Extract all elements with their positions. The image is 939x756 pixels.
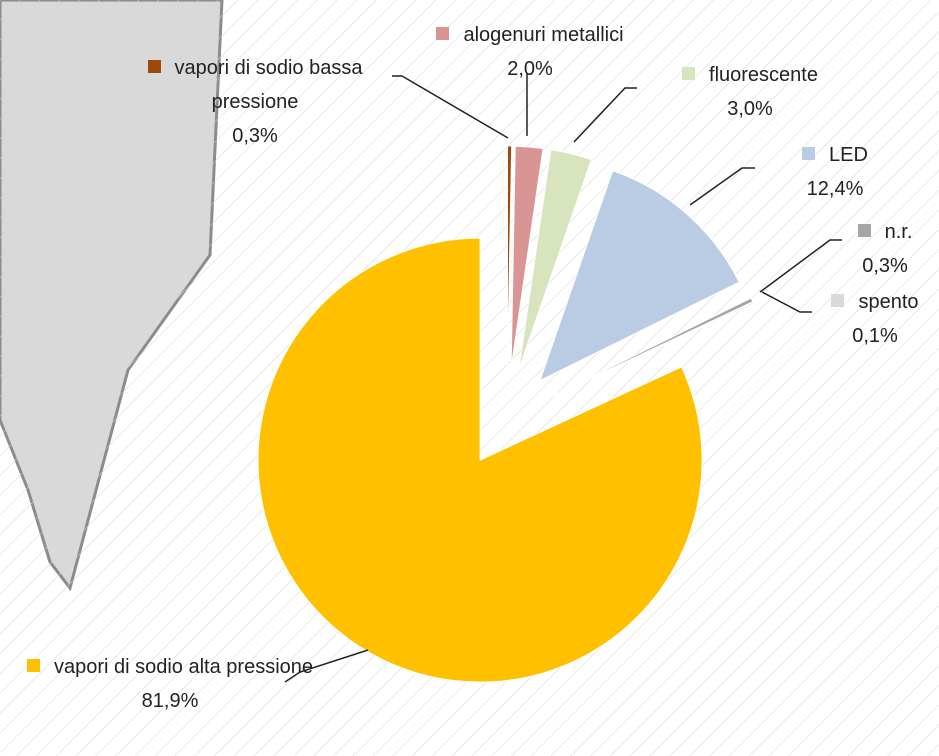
value-label: 0,1% [852,325,898,347]
pie [257,145,755,683]
label-name-row: alogenuri metallici [405,18,655,52]
slice-label: n.r. 0,3% [835,215,935,283]
pie-slice [539,170,740,382]
pie-slice [506,145,513,369]
slice-label: vapori di sodio alta pressione 81,9% [20,650,320,718]
value-label: 0,3% [232,125,278,147]
label-name-row: fluorescente [645,58,855,92]
category-name: LED [829,144,868,166]
value-label: 81,9% [141,690,199,712]
legend-swatch [436,27,450,40]
slice-label: fluorescente 3,0% [645,58,855,126]
slice-label: LED 12,4% [765,138,905,206]
value-label: 0,3% [862,255,908,277]
label-name-row: vapori di sodio alta pressione [20,650,320,684]
pie-slice [518,149,593,370]
legend-swatch [857,224,871,237]
label-name-row: spento [815,285,935,319]
category-name: fluorescente [709,64,818,86]
value-label: 12,4% [806,178,864,200]
label-name-row: LED [765,138,905,172]
category-name: n.r. [884,221,913,243]
label-name-row: vapori di sodio bassa pressione [110,51,400,119]
category-name: spento [858,291,919,313]
category-name: vapori di sodio bassa pressione [174,57,363,113]
pie-slice [510,145,544,369]
leader-lines [284,74,842,683]
category-name: vapori di sodio alta pressione [53,656,314,678]
legend-swatch [831,294,845,307]
label-name-row: n.r. [835,215,935,249]
legend-swatch [682,67,696,80]
legend-swatch [26,659,40,672]
value-label: 3,0% [727,98,773,120]
category-name: alogenuri metallici [463,24,624,46]
slice-label: vapori di sodio bassa pressione 0,3% [110,51,400,153]
pie-slice [551,297,754,397]
value-label: 2,0% [507,58,553,80]
slice-label: alogenuri metallici 2,0% [405,18,655,86]
legend-swatch [802,147,816,160]
pie-slice [552,301,755,398]
pie-slice [257,237,703,683]
legend-swatch [147,60,161,73]
slice-label: spento 0,1% [815,285,935,353]
